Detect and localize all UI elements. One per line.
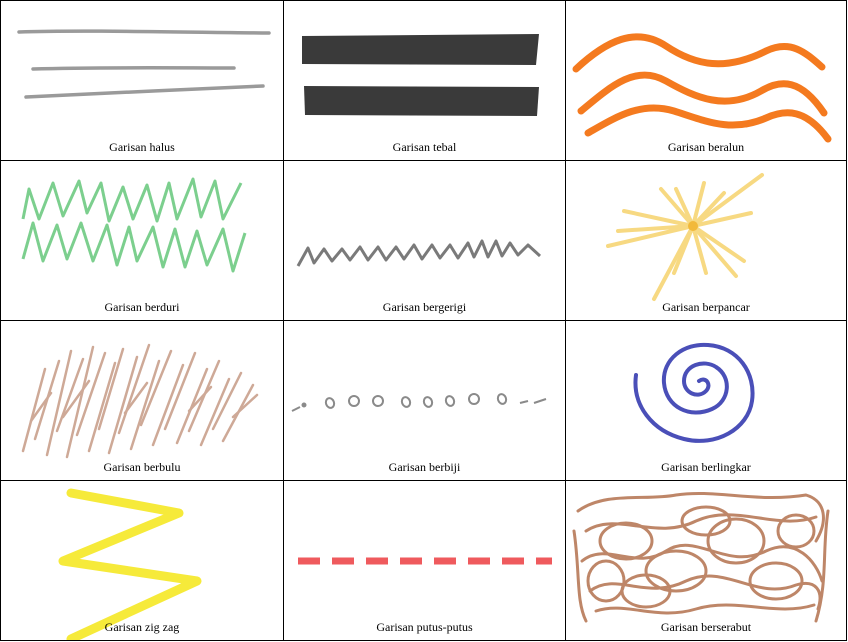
tangled-line-drawing xyxy=(572,491,830,623)
cell-zigzag-line: Garisan zig zag xyxy=(1,481,284,641)
fine-line-drawing xyxy=(17,29,271,99)
radiating-line-drawing xyxy=(606,173,764,301)
label-spiral-line: Garisan berlingkar xyxy=(661,460,751,474)
cell-jagged-line: Garisan bergerigi xyxy=(284,161,566,321)
thick-line-drawing xyxy=(302,34,539,116)
label-thorny-line: Garisan berduri xyxy=(104,300,180,314)
radiating-rays xyxy=(606,173,764,301)
label-fine-line: Garisan halus xyxy=(109,140,175,154)
thick-band-1 xyxy=(302,34,539,65)
fine-line-1 xyxy=(17,29,271,35)
cell-thorny-line: Garisan berduri xyxy=(1,161,284,321)
thick-band-2 xyxy=(304,86,539,116)
thorny-line-1 xyxy=(21,177,243,223)
zigzag-line xyxy=(58,488,202,640)
fine-line-3 xyxy=(24,84,265,99)
spiral xyxy=(633,342,755,443)
seed-marks xyxy=(291,393,547,412)
label-hairy-line: Garisan berbulu xyxy=(103,460,181,474)
thorny-line-drawing xyxy=(21,177,247,273)
cell-thick-line: Garisan tebal xyxy=(284,1,566,161)
cell-tangled-line: Garisan berserabut xyxy=(566,481,847,641)
wave-2 xyxy=(577,71,828,117)
seeded-line-drawing xyxy=(291,393,547,412)
label-radiating-line: Garisan berpancar xyxy=(662,300,750,314)
label-thick-line: Garisan tebal xyxy=(392,140,457,154)
label-jagged-line: Garisan bergerigi xyxy=(382,300,467,314)
jagged-line xyxy=(296,239,542,267)
hairy-line-drawing xyxy=(21,343,259,459)
cell-wavy-line: Garisan beralun xyxy=(566,1,847,161)
zigzag-line-drawing xyxy=(58,488,202,640)
label-dashed-line: Garisan putus-putus xyxy=(376,620,473,634)
dashed-line-drawing xyxy=(298,557,552,565)
wavy-line-drawing xyxy=(572,33,832,143)
cell-fine-line: Garisan halus xyxy=(1,1,284,161)
wave-1 xyxy=(572,33,826,73)
cell-dashed-line: Garisan putus-putus xyxy=(284,481,566,641)
label-wavy-line: Garisan beralun xyxy=(667,140,745,154)
cell-spiral-line: Garisan berlingkar xyxy=(566,321,847,481)
tangled-scribble xyxy=(572,491,830,623)
cell-hairy-line: Garisan berbulu xyxy=(1,321,284,481)
cell-seeded-line: Garisan berbiji xyxy=(284,321,566,481)
fine-line-2 xyxy=(31,66,236,71)
cell-radiating-line: Garisan berpancar xyxy=(566,161,847,321)
label-seeded-line: Garisan berbiji xyxy=(388,460,461,474)
label-tangled-line: Garisan berserabut xyxy=(660,620,752,634)
label-zigzag-line: Garisan zig zag xyxy=(104,620,180,634)
jagged-line-drawing xyxy=(296,239,542,267)
hairy-strokes xyxy=(21,343,259,459)
radiating-center xyxy=(688,221,698,231)
wave-3 xyxy=(584,104,832,143)
spiral-line-drawing xyxy=(633,342,755,443)
thorny-line-2 xyxy=(21,221,247,273)
